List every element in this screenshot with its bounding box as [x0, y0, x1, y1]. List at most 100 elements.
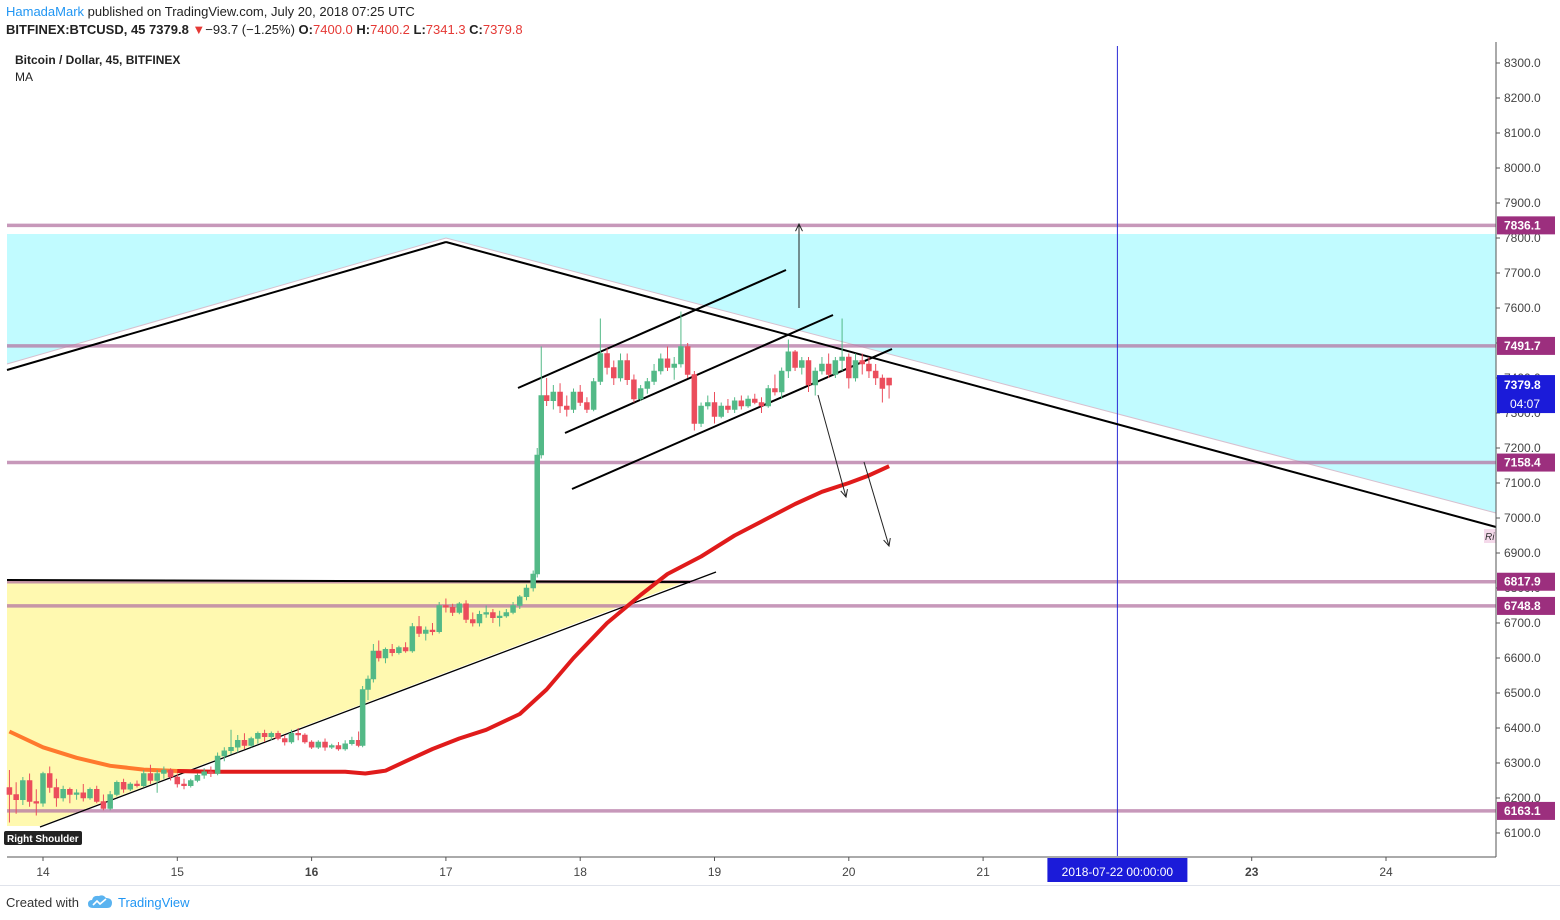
price-tick-label: 6100.0 — [1504, 826, 1541, 840]
trendline-left-shoulder — [6, 241, 447, 371]
up-arrow-head — [795, 222, 803, 232]
candle-body — [496, 615, 503, 618]
price-tick-label: 7800.0 — [1504, 231, 1541, 245]
moving-average — [8, 464, 890, 776]
candle-body — [664, 358, 671, 368]
level-price-label: 7836.1 — [1504, 218, 1541, 232]
price-tick-label: 6300.0 — [1504, 756, 1541, 770]
candle-body — [872, 370, 879, 379]
candle-body — [671, 363, 677, 368]
date-cursor-label: 2018-07-22 00:00:00 — [1062, 865, 1174, 879]
candle-body — [758, 402, 765, 407]
time-axis[interactable]: 14 15 16 17 18 19 20 21 23 24 2018-07-22 00:00:00 — [7, 856, 1496, 882]
candle-body — [181, 783, 187, 786]
level-price-label: 7158.4 — [1504, 456, 1541, 470]
candle-body — [328, 745, 335, 748]
time-tick-label: 20 — [842, 865, 856, 879]
candle-body — [617, 360, 624, 379]
author-link[interactable]: HamadaMark — [6, 4, 85, 19]
price-tick-label: 7700.0 — [1504, 266, 1541, 280]
candle-body — [570, 391, 577, 410]
candle-body — [147, 773, 154, 781]
price-axis[interactable]: 6100.0 6200.0 6300.0 6400.0 6500.0 6600.0 6700… — [1495, 42, 1560, 857]
candle-body — [187, 780, 194, 786]
price-tick-label: 7900.0 — [1504, 196, 1541, 210]
publication-line: HamadaMark published on TradingView.com,… — [6, 4, 415, 19]
candle-body — [389, 649, 395, 653]
candle-body — [476, 614, 483, 624]
candle-body — [846, 356, 852, 379]
time-tick-label: 23 — [1245, 865, 1259, 879]
candle-body — [631, 379, 637, 400]
current-price-label-bg — [1497, 375, 1555, 414]
candle-body — [564, 405, 570, 410]
candle-body — [93, 789, 100, 802]
annotations: Right Shoulder Ri — [4, 529, 1498, 845]
candle-body — [517, 596, 523, 606]
channel-middle-line — [564, 314, 834, 434]
candle-body — [308, 741, 315, 748]
candle-body — [234, 740, 241, 748]
price-tick-label: 8000.0 — [1504, 161, 1541, 175]
cyan-zone — [7, 234, 1496, 513]
candle-body — [214, 755, 221, 774]
tradingview-cloud-icon[interactable] — [87, 894, 113, 913]
candle-body — [765, 388, 771, 407]
level-price-label-bg — [1497, 801, 1555, 820]
candle-body — [120, 782, 127, 790]
candle-body — [658, 358, 664, 372]
candle-body — [752, 398, 758, 403]
candle-body — [370, 650, 377, 680]
candle-body — [678, 346, 684, 365]
candle-body — [691, 374, 698, 424]
candle-body — [409, 626, 416, 652]
candle-body — [550, 391, 557, 401]
trend-drawings — [6, 241, 1497, 828]
candle-body — [705, 402, 711, 407]
candle-body — [745, 398, 751, 407]
candle-body — [134, 783, 140, 786]
ascending-support-line — [39, 571, 717, 828]
footer: Created with TradingView — [0, 885, 1560, 920]
candle-body — [523, 587, 530, 597]
candle-body — [805, 360, 812, 386]
candle-body — [812, 370, 818, 386]
candle-body — [738, 400, 745, 407]
candle-body — [490, 612, 496, 618]
right-shoulder-label-bg — [4, 831, 82, 845]
candle-body — [577, 391, 583, 403]
candle-body — [510, 605, 516, 613]
candle-body — [13, 794, 19, 800]
candle-body — [456, 603, 463, 613]
ri-label: Ri — [1485, 532, 1495, 543]
candle-body — [538, 395, 545, 456]
candle-body — [534, 454, 540, 575]
candle-body — [107, 794, 113, 809]
level-price-label-bg — [1497, 572, 1555, 591]
candle-body — [33, 801, 40, 804]
chart-area[interactable]: Bitcoin / Dollar, 45, BITFINEX MA Right … — [0, 42, 1560, 885]
candle-body — [114, 782, 120, 795]
candle-body — [221, 750, 228, 757]
candle-body — [201, 771, 207, 776]
candle-body — [261, 733, 268, 737]
candle-body — [584, 402, 590, 410]
candle-body — [87, 789, 93, 799]
time-tick-label: 15 — [171, 865, 185, 879]
candle-body — [819, 363, 825, 372]
candle-body — [376, 650, 382, 659]
horizontal-levels — [7, 223, 1496, 813]
level-price-label-bg — [1497, 453, 1555, 472]
tradingview-brand-link[interactable]: TradingView — [118, 895, 190, 910]
symbol-label: BITFINEX:BTCUSD, 45 — [6, 22, 146, 37]
time-tick-label: 19 — [708, 865, 722, 879]
candle-body — [886, 377, 892, 386]
price-chart[interactable]: Bitcoin / Dollar, 45, BITFINEX MA Right … — [0, 42, 1560, 885]
legend-indicator[interactable]: MA — [15, 70, 33, 84]
change-arrow-icon: ▼ — [192, 22, 206, 37]
low-label: L: — [413, 22, 426, 37]
price-tick-label: 8200.0 — [1504, 91, 1541, 105]
candle-body — [651, 370, 657, 382]
candle-body — [268, 733, 275, 737]
candle-body — [644, 381, 651, 389]
